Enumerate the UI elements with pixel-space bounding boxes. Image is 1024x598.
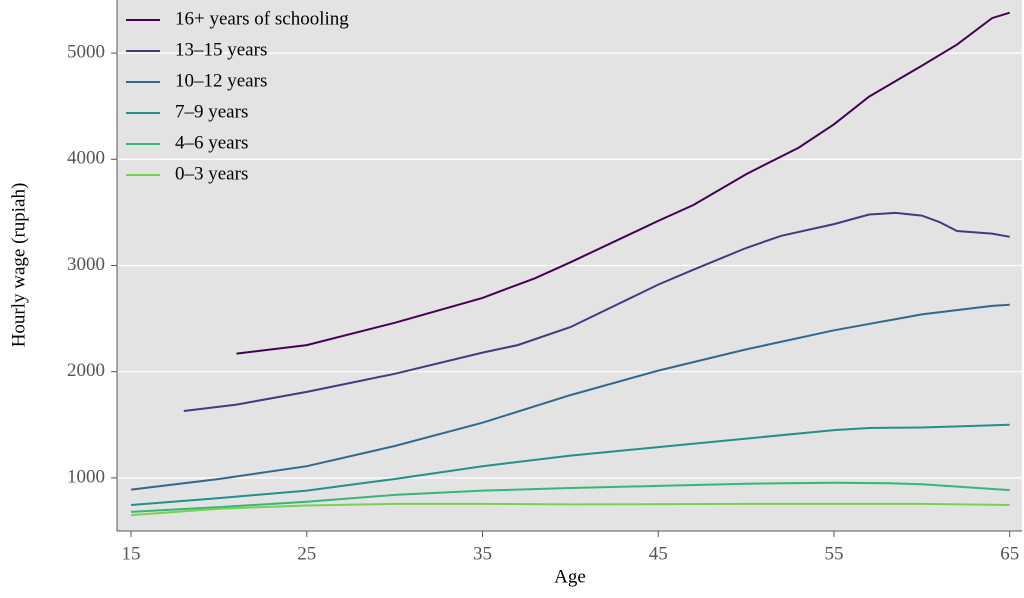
- line: [236, 11, 1010, 355]
- y-tick-label: 5000: [67, 41, 105, 62]
- line: [131, 481, 1010, 513]
- y-tick-label: 1000: [67, 466, 105, 487]
- x-tick-label: 25: [297, 543, 316, 564]
- y-tick-label: 4000: [67, 148, 105, 169]
- x-tick-label: 35: [473, 543, 492, 564]
- line: [183, 211, 1010, 412]
- legend-label: 13–15 years: [175, 39, 267, 60]
- x-tick-label: 55: [824, 543, 843, 564]
- legend-label: 0–3 years: [175, 163, 248, 184]
- line: [130, 303, 1010, 491]
- legend-label: 7–9 years: [175, 101, 248, 122]
- legend-label: 10–12 years: [175, 70, 267, 91]
- y-axis-label: Hourly wage (rupiah): [8, 183, 29, 348]
- x-tick-label: 15: [122, 543, 141, 564]
- line: [131, 423, 1010, 506]
- legend-label: 16+ years of schooling: [175, 8, 349, 29]
- x-tick-label: 65: [1000, 543, 1019, 564]
- y-tick-label: 3000: [67, 254, 105, 275]
- y-tick-label: 2000: [67, 360, 105, 381]
- line: [131, 502, 1010, 517]
- legend-label: 4–6 years: [175, 132, 248, 153]
- x-tick-label: 45: [649, 543, 668, 564]
- x-axis-label: Age: [554, 566, 586, 587]
